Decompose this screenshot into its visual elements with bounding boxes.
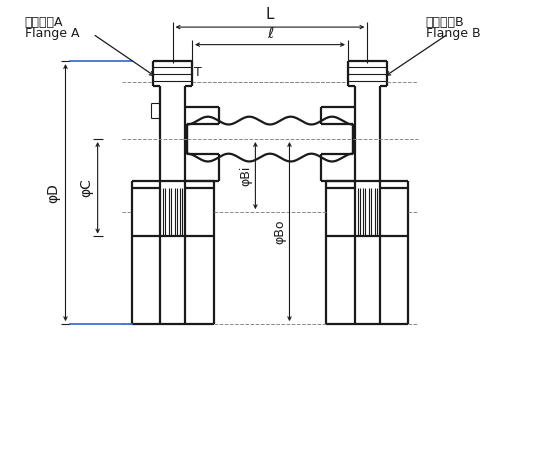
Text: フランジB: フランジB xyxy=(426,16,464,29)
Text: フランジA: フランジA xyxy=(25,16,63,29)
Text: Flange A: Flange A xyxy=(25,27,79,40)
Text: L: L xyxy=(266,7,274,22)
Text: T: T xyxy=(194,66,202,79)
Text: φBi: φBi xyxy=(239,166,253,186)
Text: φC: φC xyxy=(79,178,93,197)
Text: φBo: φBo xyxy=(274,219,287,244)
Text: φD: φD xyxy=(46,183,60,202)
Text: ℓ: ℓ xyxy=(267,26,273,41)
Text: Flange B: Flange B xyxy=(426,27,481,40)
